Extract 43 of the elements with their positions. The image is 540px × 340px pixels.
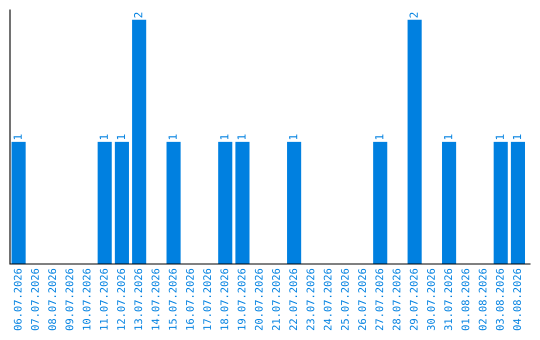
x-tick-label: 13.07.2026 xyxy=(134,268,142,330)
x-tick-label: 14.07.2026 xyxy=(152,268,160,330)
x-tick-label: 09.07.2026 xyxy=(65,268,74,330)
x-tick-label: 17.07.2026 xyxy=(203,268,212,330)
x-tick-label: 21.07.2026 xyxy=(272,268,280,330)
x-tick-label: 04.08.2026 xyxy=(513,268,521,330)
data-label: 1 xyxy=(289,134,298,140)
x-tick-label: 19.07.2026 xyxy=(238,268,246,330)
data-label: 1 xyxy=(237,134,246,140)
x-tick-label: 30.07.2026 xyxy=(427,268,435,330)
data-label: 2 xyxy=(134,12,142,18)
data-label: 1 xyxy=(496,134,504,140)
x-tick-label: 12.07.2026 xyxy=(117,268,125,330)
x-tick-label: 31.07.2026 xyxy=(444,268,452,330)
x-tick-label: 10.07.2026 xyxy=(82,268,91,330)
x-tick-label: 02.08.2026 xyxy=(478,268,487,330)
x-tick-label: 27.07.2026 xyxy=(375,268,384,330)
x-tick-label: 08.07.2026 xyxy=(48,268,56,330)
data-label: 1 xyxy=(444,134,452,140)
x-tick-label: 11.07.2026 xyxy=(100,268,108,330)
x-tick-label: 22.07.2026 xyxy=(289,268,298,330)
x-tick-label: 06.07.2026 xyxy=(14,268,22,330)
x-tick-label: 03.08.2026 xyxy=(496,268,504,330)
data-label: 1 xyxy=(512,134,522,140)
x-tick-label: 20.07.2026 xyxy=(254,268,263,330)
x-tick-label: 26.07.2026 xyxy=(358,268,366,330)
x-tick-label: 29.07.2026 xyxy=(410,268,418,330)
x-tick-label: 28.07.2026 xyxy=(392,268,400,330)
data-label: 1 xyxy=(14,134,22,140)
data-label: 1 xyxy=(375,134,384,140)
data-label: 1 xyxy=(168,134,177,140)
x-tick-label: 15.07.2026 xyxy=(168,268,177,330)
x-tick-label: 18.07.2026 xyxy=(220,268,228,330)
data-label: 2 xyxy=(409,12,418,18)
x-tick-label: 24.07.2026 xyxy=(324,268,332,330)
x-tick-label: 07.07.2026 xyxy=(31,268,39,330)
x-tick-label: 16.07.2026 xyxy=(186,268,194,330)
data-label: 1 xyxy=(100,134,108,140)
x-tick-label: 23.07.2026 xyxy=(306,268,314,330)
data-label: 1 xyxy=(220,134,228,140)
data-label: 1 xyxy=(116,134,126,140)
x-tick-label: 01.08.2026 xyxy=(461,268,470,330)
x-tick-label: 25.07.2026 xyxy=(340,268,349,330)
